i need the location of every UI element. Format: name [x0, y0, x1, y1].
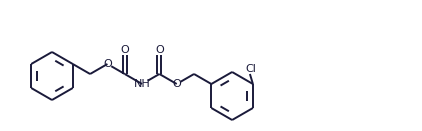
Text: O: O [172, 79, 181, 89]
Text: NH: NH [134, 79, 150, 89]
Text: Cl: Cl [246, 64, 256, 74]
Text: O: O [120, 45, 129, 55]
Text: O: O [155, 45, 164, 55]
Text: O: O [103, 59, 112, 69]
